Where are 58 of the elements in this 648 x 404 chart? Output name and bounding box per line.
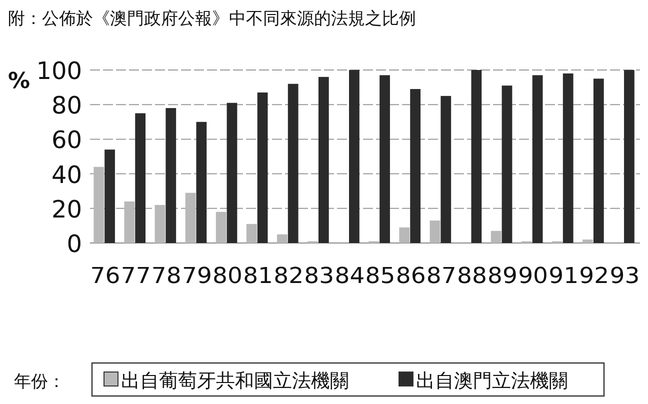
x-tick-label: 88	[456, 264, 487, 289]
bar	[318, 76, 329, 243]
bar	[166, 108, 176, 243]
y-tick-label: 60	[51, 126, 82, 154]
x-tick-label: 79	[182, 264, 212, 289]
x-tick-label: 78	[151, 264, 182, 289]
bar	[246, 224, 257, 243]
x-tick-label: 80	[212, 264, 242, 289]
legend-label: 出自葡萄牙共和國立法機關	[121, 370, 349, 392]
x-tick-label: 76	[90, 264, 120, 289]
x-tick-label: 86	[396, 264, 426, 289]
bar	[582, 240, 593, 243]
x-tick-label: 93	[610, 264, 640, 289]
bar	[226, 102, 238, 243]
x-tick-label: 87	[426, 264, 456, 289]
bar	[196, 122, 207, 243]
bar	[349, 70, 360, 243]
bar	[532, 75, 543, 243]
y-axis-title: %	[8, 69, 30, 94]
legend-label: 出自澳門立法機關	[416, 370, 568, 392]
y-tick-label: 40	[51, 160, 82, 189]
x-tick-label: 91	[548, 264, 579, 289]
x-tick-label: 85	[365, 264, 396, 289]
x-tick-label: 83	[304, 264, 334, 289]
x-tick-label: 84	[334, 264, 365, 289]
x-tick-label: 90	[518, 264, 548, 289]
bar	[277, 234, 288, 243]
bar	[471, 70, 482, 243]
y-tick-label: 20	[51, 195, 82, 224]
bar	[502, 86, 512, 243]
bar	[380, 75, 390, 243]
chart-title: 附：公佈於《澳門政府公報》中不同來源的法規之比例	[8, 9, 416, 28]
bar	[562, 73, 574, 243]
x-tick-label: 81	[243, 264, 274, 289]
bar	[104, 150, 115, 243]
x-tick-label: 82	[274, 264, 304, 289]
x-axis-title: 年份：	[14, 372, 65, 391]
bar	[154, 204, 166, 243]
x-tick-label: 92	[579, 264, 610, 289]
y-tick-label: 0	[66, 230, 82, 258]
y-tick-label: 80	[51, 92, 82, 120]
x-tick-label: 77	[120, 264, 151, 289]
bar	[440, 96, 452, 243]
bar	[490, 230, 502, 243]
bar	[135, 113, 146, 243]
bar	[399, 227, 410, 243]
bar	[430, 220, 440, 243]
bar	[185, 192, 196, 243]
bar	[410, 89, 421, 243]
bar	[94, 166, 104, 243]
bar	[288, 84, 298, 243]
bar	[593, 78, 604, 243]
bar	[257, 92, 268, 243]
bar	[124, 201, 135, 243]
bar	[216, 212, 226, 243]
x-tick-label: 89	[488, 264, 518, 289]
bar	[624, 70, 634, 243]
y-tick-label: 100	[36, 57, 82, 85]
